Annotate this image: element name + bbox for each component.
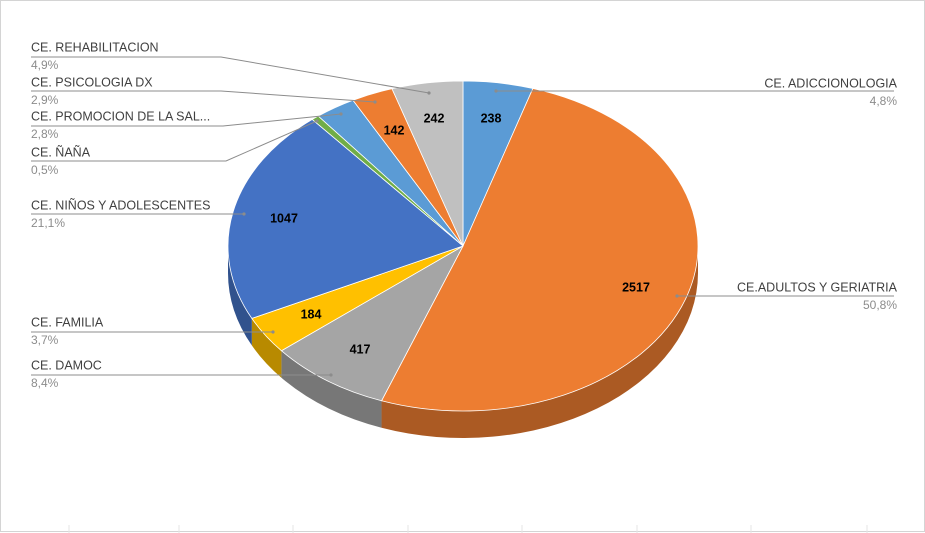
- leader-line-end: [427, 91, 431, 95]
- percent-label: 50,8%: [863, 298, 897, 312]
- leader-line-end: [339, 112, 343, 116]
- leader-line: [31, 113, 342, 127]
- pie-slice-side: [381, 246, 698, 438]
- pie-slice[interactable]: [227, 118, 464, 319]
- data-label: 2517: [622, 280, 650, 294]
- category-label: CE. ADICCIONOLOGIA: [764, 76, 897, 90]
- percent-label: 2,9%: [31, 93, 59, 107]
- leader-line-end: [675, 294, 679, 298]
- leader-line: [31, 56, 430, 94]
- leader-line-end: [329, 373, 333, 377]
- leader-line-end: [373, 100, 377, 104]
- category-label: CE.ADULTOS Y GERIATRIA: [737, 280, 898, 294]
- category-label: CE. NIÑOS Y ADOLESCENTES: [31, 198, 210, 212]
- category-label: CE. REHABILITACION: [31, 40, 159, 54]
- data-label: 417: [350, 342, 371, 356]
- data-label: 242: [424, 111, 445, 125]
- category-label: CE. PROMOCION DE LA SAL...: [31, 109, 210, 123]
- pie-slice[interactable]: [391, 80, 464, 247]
- pie-slice[interactable]: [280, 244, 464, 402]
- leader-line-end: [494, 89, 498, 93]
- data-label: 142: [384, 123, 405, 137]
- category-label: CE. ÑAÑA: [31, 145, 91, 159]
- percent-label: 0,5%: [31, 163, 59, 177]
- leader-line: [31, 120, 318, 162]
- category-label: CE. FAMILIA: [31, 315, 104, 329]
- leader-line-end: [271, 330, 275, 334]
- leader-line: [31, 90, 376, 103]
- leader-line-end: [242, 212, 246, 216]
- pie-slice-side: [281, 350, 382, 428]
- percent-label: 8,4%: [31, 376, 59, 390]
- pie-slice[interactable]: [380, 88, 699, 412]
- percent-label: 2,8%: [31, 127, 59, 141]
- data-label: 238: [481, 111, 502, 125]
- pie-slice-side: [228, 246, 252, 346]
- data-label: 1047: [270, 211, 298, 225]
- data-label: 184: [301, 307, 322, 321]
- category-label: CE. PSICOLOGIA DX: [31, 75, 153, 89]
- percent-label: 3,7%: [31, 333, 59, 347]
- percent-label: 4,9%: [31, 58, 59, 72]
- percent-label: 21,1%: [31, 216, 65, 230]
- leader-line-end: [315, 119, 319, 123]
- category-label: CE. DAMOC: [31, 358, 102, 372]
- percent-label: 4,8%: [870, 94, 898, 108]
- pie-slice-side: [251, 318, 282, 378]
